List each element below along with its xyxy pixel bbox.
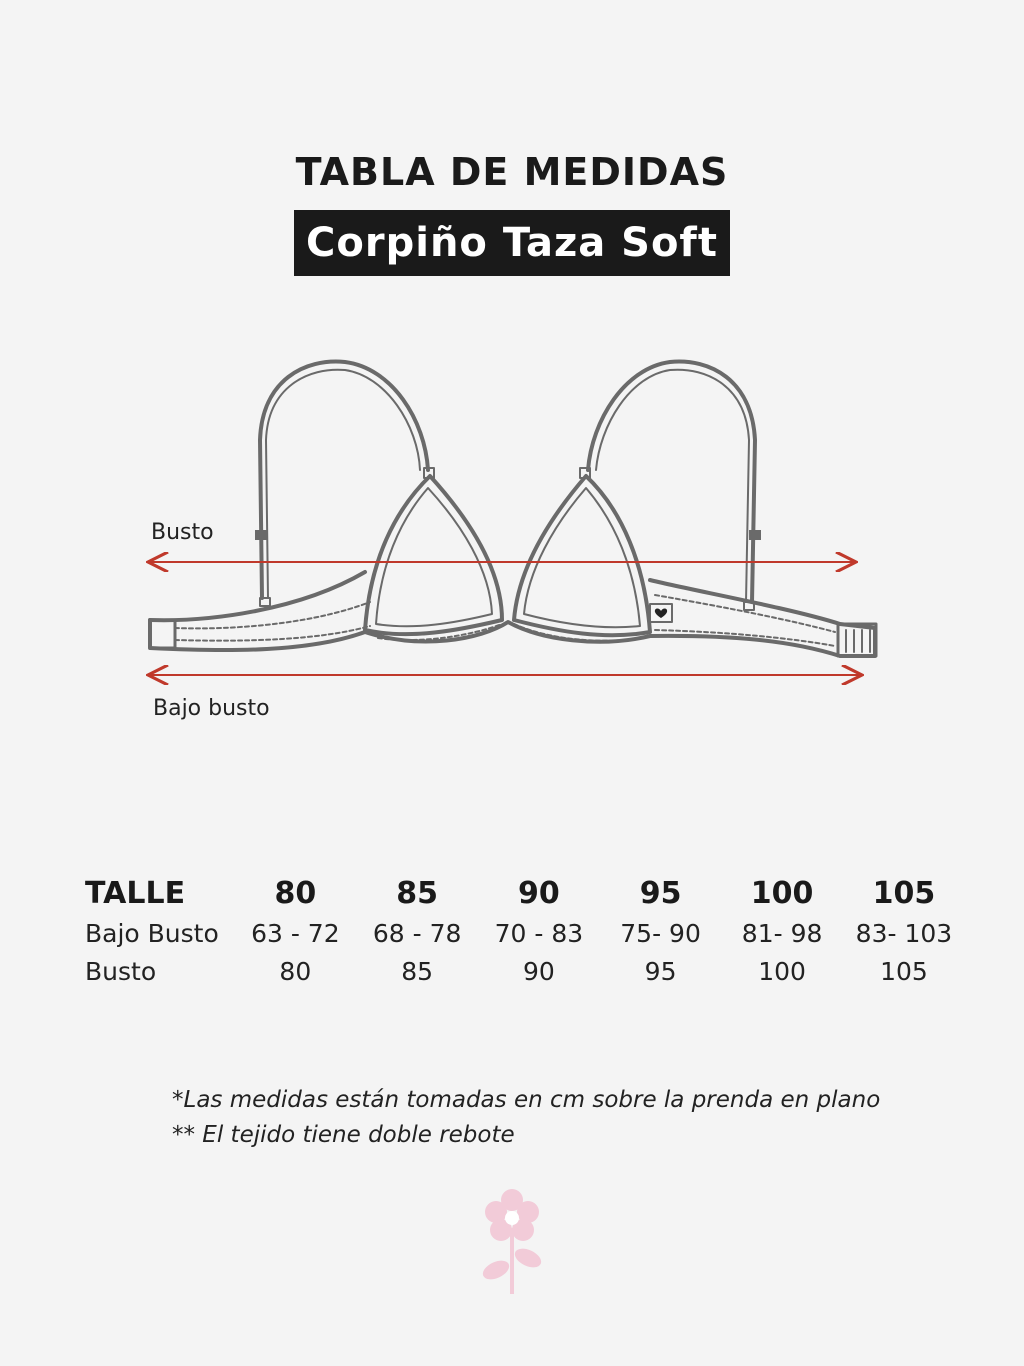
- size-header: 80: [274, 875, 317, 911]
- size-header: 90: [518, 875, 560, 911]
- size-header: 95: [639, 875, 682, 911]
- left-cup: [363, 474, 504, 637]
- product-name: Corpiño Taza Soft: [306, 220, 718, 266]
- note-line: *Las medidas están tomadas en cm sobre l…: [172, 1087, 881, 1113]
- table-cell: 85: [401, 956, 434, 986]
- table-cell: 100: [758, 956, 806, 986]
- table-cell: 95: [644, 956, 677, 986]
- talle-header: TALLE: [85, 875, 186, 911]
- right-cup: [512, 474, 652, 638]
- right-strap: [586, 359, 757, 604]
- heart-icon: [654, 608, 668, 618]
- table-cell: 105: [880, 956, 928, 986]
- table-cell: 75- 90: [620, 918, 701, 948]
- row-label: Busto: [85, 956, 157, 986]
- table-cell: 63 - 72: [251, 918, 340, 948]
- flower-icon: [482, 1189, 542, 1294]
- table-cell: 68 - 78: [372, 918, 462, 948]
- size-header: 85: [396, 875, 438, 911]
- table-cell: 83- 103: [855, 918, 953, 948]
- table-cell: 90: [523, 956, 555, 986]
- bra-diagram: [130, 359, 878, 740]
- table-row: Busto 80 85 90 95 100 105: [85, 952, 965, 990]
- table-row: Bajo Busto 63 - 72 68 - 78 70 - 83 75- 9…: [85, 914, 965, 952]
- note-line: ** El tejido tiene doble rebote: [172, 1122, 515, 1148]
- table-header-row: TALLE 80 85 90 95 100 105: [85, 872, 965, 914]
- band: [148, 578, 877, 658]
- page-title: TABLA DE MEDIDAS: [295, 150, 729, 194]
- table-cell: 81- 98: [741, 918, 823, 948]
- product-name-banner: Corpiño Taza Soft: [294, 210, 730, 276]
- bajo-busto-label: Bajo busto: [153, 696, 270, 721]
- left-strap: [258, 359, 430, 600]
- row-label: Bajo Busto: [85, 918, 219, 948]
- notes: *Las medidas están tomadas en cm sobre l…: [172, 1083, 880, 1153]
- size-header: 105: [872, 875, 936, 911]
- busto-label: Busto: [151, 520, 214, 545]
- table-cell: 80: [279, 956, 312, 986]
- table-cell: 70 - 83: [494, 918, 584, 948]
- size-header: 100: [750, 875, 814, 911]
- size-table: TALLE 80 85 90 95 100 105 Bajo Busto 63 …: [85, 872, 965, 990]
